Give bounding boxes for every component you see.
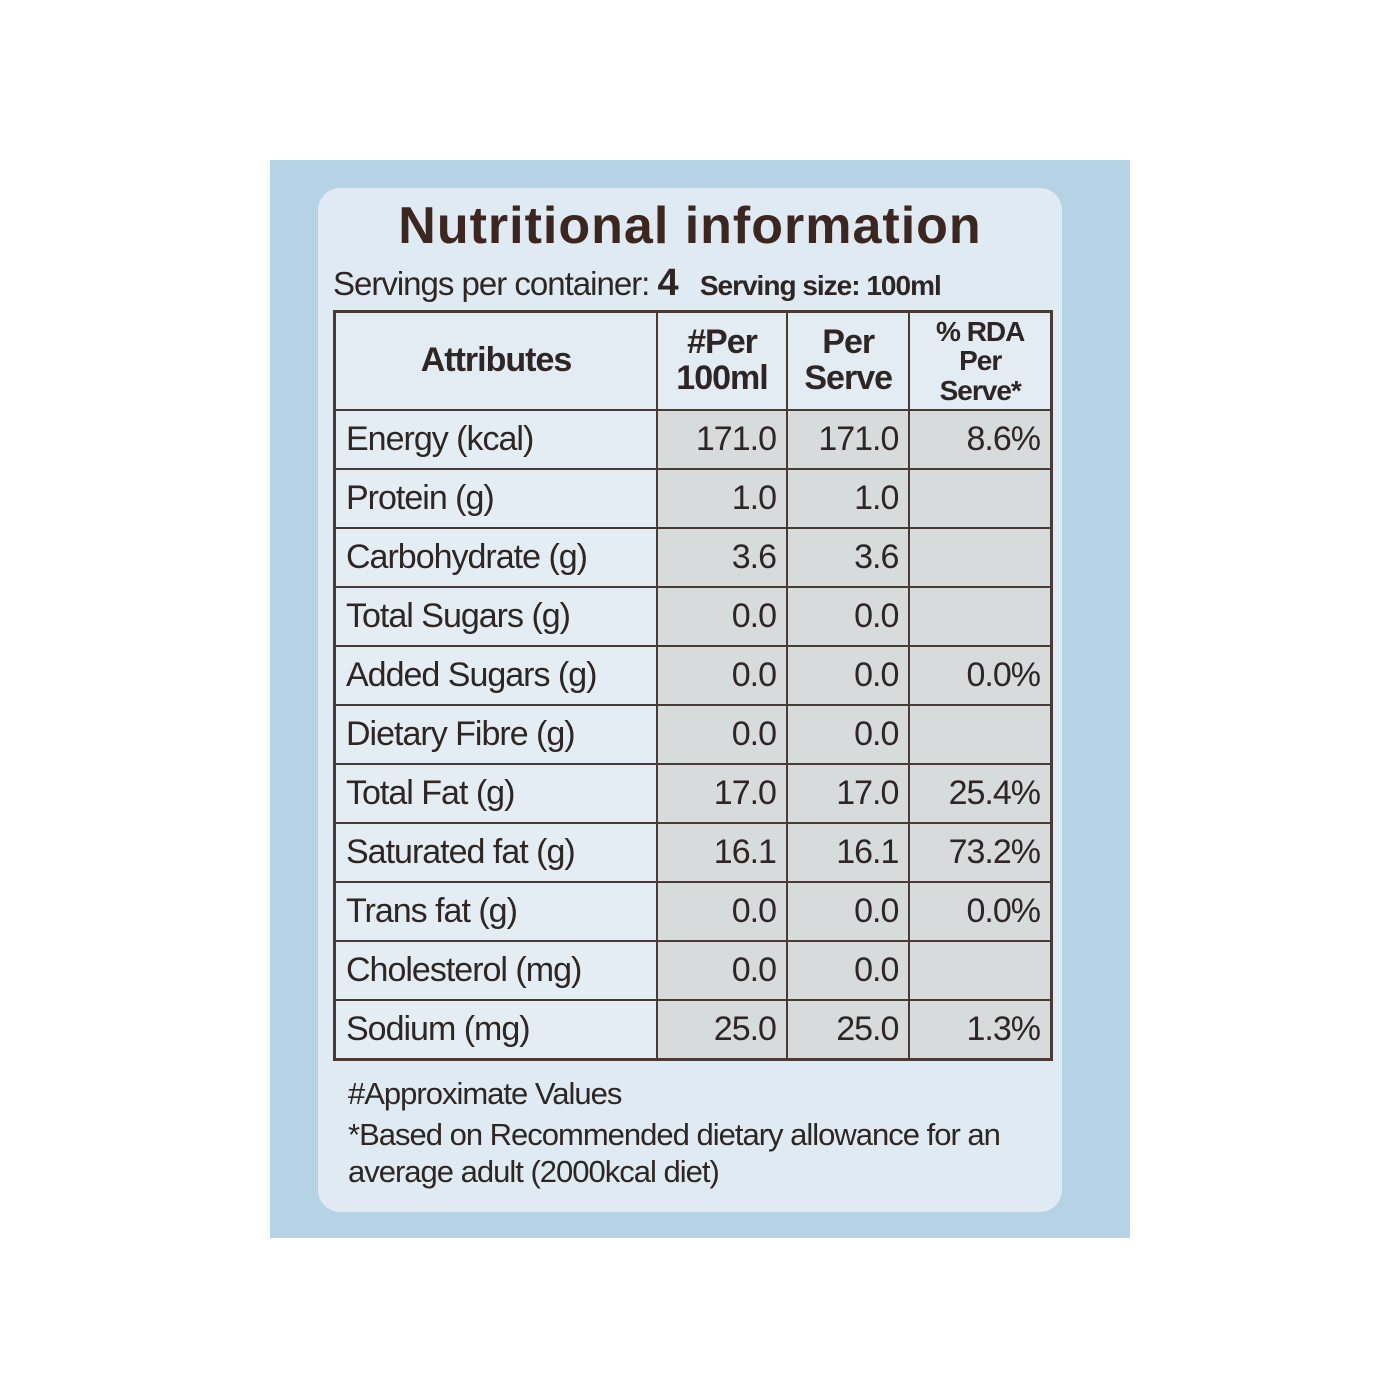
- nutrient-value: 0.0%: [908, 881, 1053, 942]
- nutrient-value: 0.0: [656, 881, 788, 942]
- nutrient-row: Total Sugars (g) 0.0 0.0: [333, 586, 1053, 647]
- nutrient-value: 17.0: [785, 763, 911, 824]
- nutrient-name: Trans fat (g): [333, 881, 658, 942]
- nutrient-value: 0.0: [785, 586, 911, 647]
- nutrient-value: 171.0: [656, 409, 788, 470]
- nutrient-row: Saturated fat (g) 16.1 16.1 73.2%: [333, 822, 1053, 883]
- nutrient-row: Protein (g) 1.0 1.0: [333, 468, 1053, 529]
- serving-size: Serving size: 100ml: [699, 270, 942, 301]
- nutrient-value: 171.0: [785, 409, 911, 470]
- nutrient-value: 0.0: [656, 586, 788, 647]
- nutrient-value: 0.0%: [908, 645, 1053, 706]
- nutrient-row: Cholesterol (mg) 0.0 0.0: [333, 940, 1053, 1001]
- servings-label: Servings per container:: [333, 265, 650, 302]
- nutrient-name: Cholesterol (mg): [333, 940, 658, 1001]
- nutrient-value: 25.4%: [908, 763, 1053, 824]
- nutrient-value: 25.0: [656, 999, 788, 1061]
- nutrient-row: Dietary Fibre (g) 0.0 0.0: [333, 704, 1053, 765]
- nutrient-value: 0.0: [785, 940, 911, 1001]
- nutrient-row: Sodium (mg) 25.0 25.0 1.3%: [333, 999, 1053, 1061]
- empty-cell: [908, 527, 1053, 588]
- empty-cell: [908, 940, 1053, 1001]
- nutrient-name: Total Sugars (g): [333, 586, 658, 647]
- nutrient-value: 8.6%: [908, 409, 1053, 470]
- footnote: #Approximate Values: [348, 1076, 622, 1111]
- label-title: Nutritional information: [398, 197, 982, 255]
- column-header: #Per 100ml: [656, 310, 788, 411]
- nutrient-value: 0.0: [656, 704, 788, 765]
- nutrient-row: Total Fat (g) 17.0 17.0 25.4%: [333, 763, 1053, 824]
- nutrient-value: 3.6: [785, 527, 911, 588]
- nutrient-name: Saturated fat (g): [333, 822, 658, 883]
- footnotes: #Approximate Values *Based on Recommended…: [348, 1075, 1048, 1195]
- nutrient-value: 1.3%: [908, 999, 1053, 1061]
- nutrient-value: 0.0: [656, 645, 788, 706]
- nutrient-value: 1.0: [785, 468, 911, 529]
- nutrient-value: 1.0: [656, 468, 788, 529]
- nutrient-value: 73.2%: [908, 822, 1053, 883]
- empty-cell: [908, 704, 1053, 765]
- column-header: Per Serve: [785, 310, 911, 411]
- nutrient-row: Energy (kcal) 171.0 171.0 8.6%: [333, 409, 1053, 470]
- nutrient-name: Dietary Fibre (g): [333, 704, 658, 765]
- servings-line: Servings per container: 4 Serving size: …: [333, 262, 942, 305]
- nutrient-value: 16.1: [656, 822, 788, 883]
- footnote: *Based on Recommended dietary allowance …: [348, 1117, 1001, 1190]
- nutrient-row: Carbohydrate (g) 3.6 3.6: [333, 527, 1053, 588]
- nutrient-value: 17.0: [656, 763, 788, 824]
- servings-count: 4: [657, 262, 679, 304]
- nutrient-value: 0.0: [785, 645, 911, 706]
- nutrient-value: 0.0: [785, 881, 911, 942]
- nutrient-row: Trans fat (g) 0.0 0.0 0.0%: [333, 881, 1053, 942]
- column-header: Attributes: [333, 310, 658, 411]
- header-row: Attributes #Per 100ml Per Serve% RDA Per S…: [333, 310, 1053, 411]
- nutrient-name: Carbohydrate (g): [333, 527, 658, 588]
- nutrient-name: Added Sugars (g): [333, 645, 658, 706]
- nutrient-value: 0.0: [785, 704, 911, 765]
- nutrient-name: Total Fat (g): [333, 763, 658, 824]
- nutrient-name: Protein (g): [333, 468, 658, 529]
- empty-cell: [908, 468, 1053, 529]
- nutrition-table: Attributes #Per 100ml Per Serve% RDA Per S…: [333, 310, 1053, 1061]
- nutrient-name: Sodium (mg): [333, 999, 658, 1061]
- nutrient-value: 3.6: [656, 527, 788, 588]
- column-header: % RDA Per Serve*: [908, 310, 1053, 411]
- nutrient-value: 0.0: [656, 940, 788, 1001]
- nutrient-value: 25.0: [785, 999, 911, 1061]
- nutrient-value: 16.1: [785, 822, 911, 883]
- nutrient-row: Added Sugars (g) 0.0 0.0 0.0%: [333, 645, 1053, 706]
- nutrient-name: Energy (kcal): [333, 409, 658, 470]
- empty-cell: [908, 586, 1053, 647]
